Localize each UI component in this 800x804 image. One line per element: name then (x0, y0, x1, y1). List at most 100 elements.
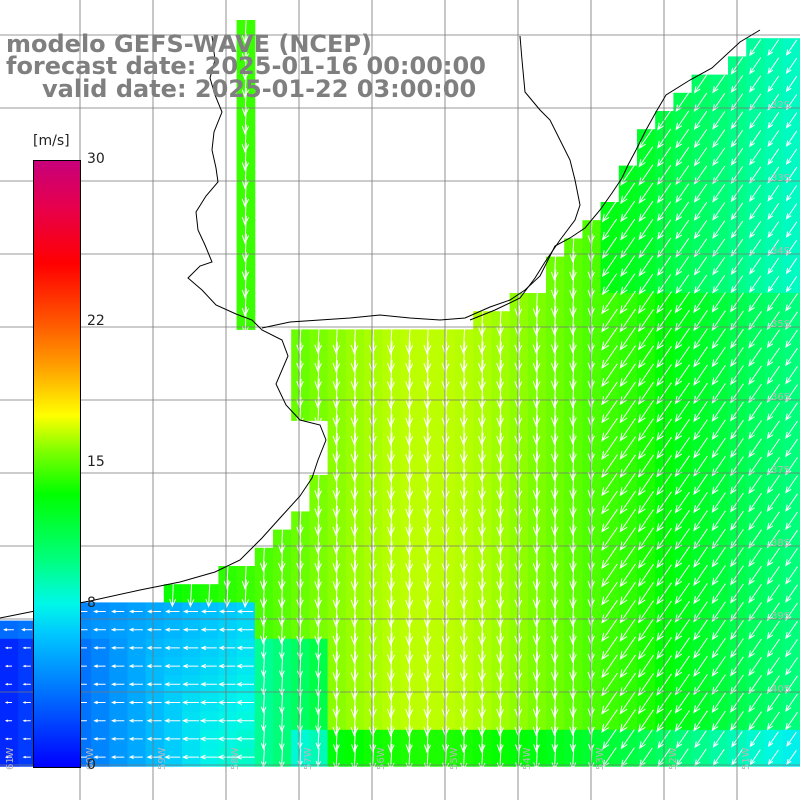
wind-arrow (693, 129, 708, 149)
wind-arrow (350, 651, 359, 683)
wind-arrow (259, 597, 268, 627)
wind-arrow (711, 474, 726, 495)
wind-arrow (532, 633, 541, 664)
wind-arrow (350, 396, 359, 428)
wind-arrow (601, 709, 618, 733)
wind-arrow (532, 287, 541, 318)
wind-arrow (235, 754, 255, 760)
wind-arrow (423, 651, 432, 683)
wind-arrow (532, 414, 541, 446)
wind-arrow (496, 469, 505, 501)
wind-arrow (164, 700, 181, 705)
wind-arrow (675, 183, 690, 204)
wind-arrow (693, 291, 708, 314)
wind-arrow (601, 200, 618, 223)
wind-arrow (674, 364, 690, 387)
wind-arrow (496, 651, 505, 683)
wind-arrow (496, 596, 505, 628)
wind-arrow (620, 729, 635, 750)
wind-arrow (601, 381, 618, 406)
wind-arrow (785, 529, 798, 549)
wind-arrow (278, 579, 286, 609)
wind-arrow (314, 360, 322, 391)
colorbar-tick-label: 15 (87, 454, 105, 470)
wind-arrow (459, 705, 468, 737)
colorbar-tick-label: 0 (87, 757, 96, 773)
wind-arrow (786, 731, 797, 747)
wind-arrow (405, 359, 414, 392)
wind-arrow (711, 656, 726, 677)
wind-arrow (748, 602, 762, 622)
wind-arrow (550, 251, 559, 282)
wind-arrow (478, 541, 486, 574)
wind-arrow (569, 561, 577, 591)
wind-arrow (712, 184, 726, 203)
wind-arrow (766, 438, 780, 458)
wind-arrow (766, 493, 780, 513)
wind-arrow (405, 469, 414, 501)
wind-arrow (314, 560, 322, 591)
wind-arrow (296, 579, 304, 609)
wind-arrow (550, 615, 559, 646)
wind-arrow (601, 255, 618, 278)
wind-arrow (169, 580, 177, 608)
wind-arrow (569, 379, 577, 409)
wind-arrow (550, 396, 559, 427)
wind-arrow (387, 487, 395, 519)
wind-arrow (693, 74, 708, 94)
wind-arrow (637, 290, 654, 315)
wind-arrow (478, 432, 486, 464)
wind-arrow (711, 365, 726, 386)
wind-arrow (674, 710, 690, 732)
wind-arrow (241, 179, 250, 208)
wind-arrow (164, 736, 181, 742)
wind-arrow (4, 737, 13, 741)
wind-arrow (767, 221, 780, 239)
wind-arrow (260, 710, 267, 732)
wind-arrow (93, 718, 106, 723)
wind-arrow (423, 614, 432, 646)
wind-arrow (569, 288, 577, 318)
wind-arrow (459, 578, 468, 610)
wind-arrow (602, 729, 617, 750)
wind-arrow (749, 257, 762, 275)
wind-arrow (182, 645, 199, 651)
wind-arrow (478, 450, 486, 483)
wind-arrow (496, 669, 505, 701)
wind-arrow (785, 620, 798, 640)
longitude-label: 61W (5, 747, 16, 770)
wind-arrow (405, 541, 414, 574)
wind-arrow (785, 675, 798, 694)
wind-arrow (569, 233, 577, 263)
wind-arrow (637, 491, 654, 515)
wind-arrow (619, 381, 636, 406)
wind-arrow (601, 636, 618, 661)
wind-arrow (785, 112, 798, 129)
wind-arrow (748, 529, 762, 549)
latitude-label: 39S (771, 611, 791, 622)
wind-arrow (423, 450, 432, 483)
title-valid-date: valid date: 2025-01-22 03:00:00 (42, 75, 477, 103)
wind-arrow (496, 323, 505, 355)
wind-arrow (637, 436, 654, 460)
wind-arrow (693, 637, 708, 659)
title-forecast-date: forecast date: 2025-01-16 00:00:00 (6, 52, 486, 80)
wind-arrow (532, 706, 541, 737)
title-model: modelo GEFS-WAVE (NCEP) (6, 30, 372, 58)
wind-arrow (619, 418, 636, 442)
wind-arrow (4, 755, 13, 759)
wind-arrow (569, 470, 577, 500)
wind-arrow (749, 130, 762, 148)
wind-arrow (22, 683, 31, 686)
wind-arrow (711, 346, 726, 368)
wind-arrow (218, 663, 236, 669)
wind-arrow (619, 290, 636, 315)
wind-arrow (387, 396, 395, 428)
wind-arrow (693, 564, 708, 587)
wind-arrow (748, 493, 762, 513)
wind-arrow (532, 469, 541, 500)
wind-arrow (93, 700, 106, 705)
wind-arrow (767, 239, 780, 257)
wind-arrow (496, 633, 505, 664)
wind-arrow (785, 185, 798, 202)
